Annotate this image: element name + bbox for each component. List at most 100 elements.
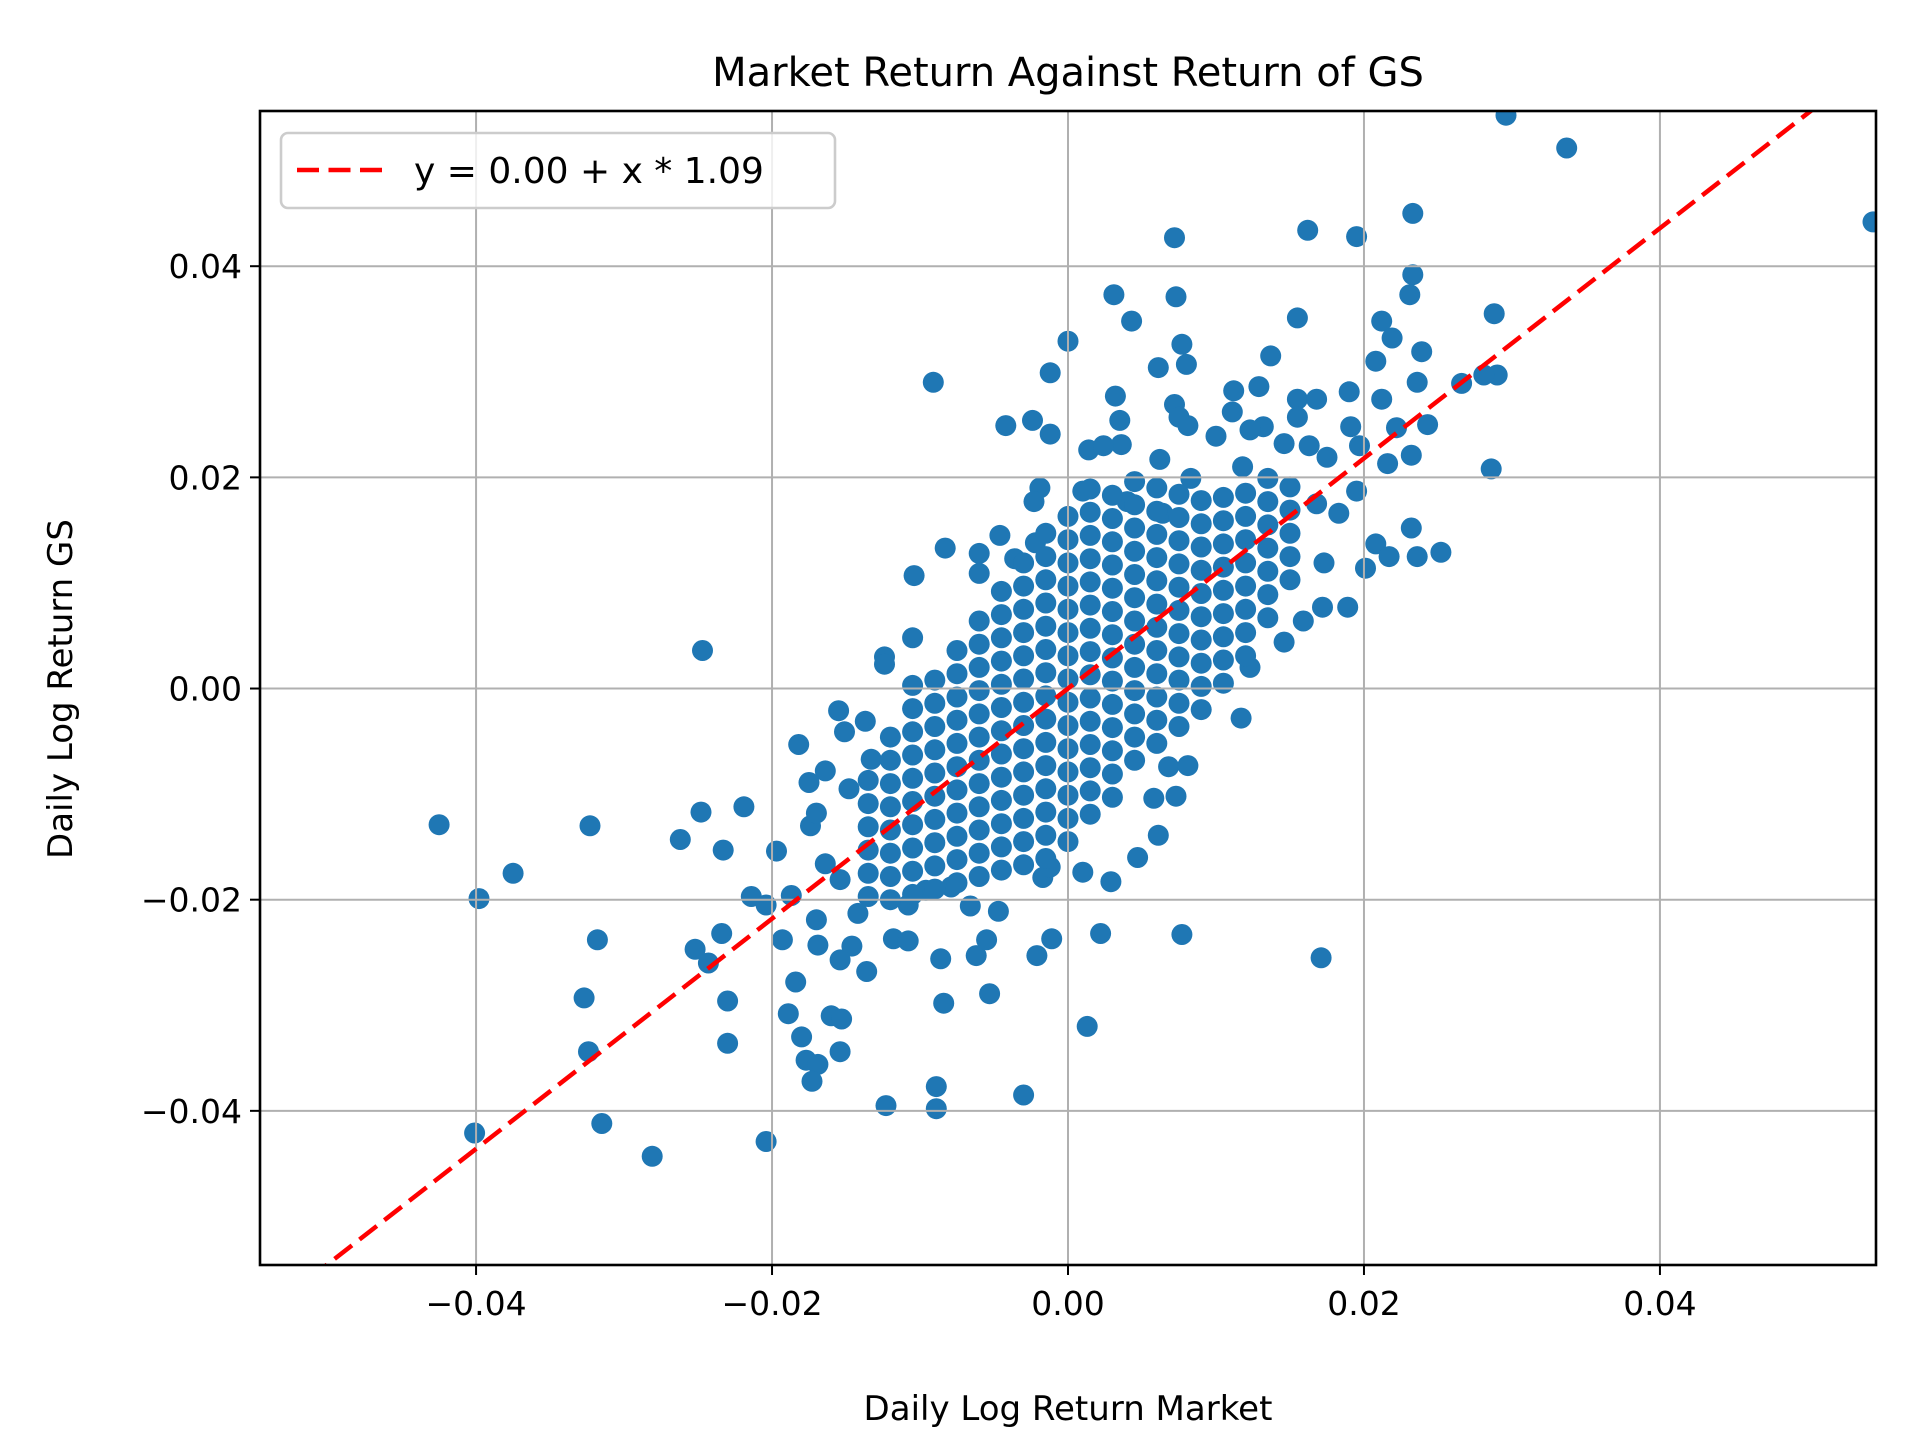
data-point: [1190, 536, 1212, 558]
data-point: [1279, 522, 1301, 544]
data-point: [1124, 540, 1146, 562]
data-point: [857, 886, 879, 907]
data-point: [902, 767, 924, 789]
data-point: [579, 815, 601, 837]
data-point: [1100, 871, 1122, 893]
data-point: [946, 640, 968, 661]
data-point: [968, 726, 990, 748]
data-point: [924, 692, 946, 714]
data-point: [755, 894, 777, 916]
data-point: [1124, 726, 1146, 748]
data-point: [1035, 731, 1057, 753]
data-point: [1430, 541, 1452, 563]
data-point: [1013, 807, 1035, 829]
data-point: [798, 772, 820, 793]
data-point: [1190, 675, 1212, 697]
data-point: [1013, 552, 1035, 574]
data-point: [1013, 622, 1035, 644]
data-point: [925, 1098, 947, 1120]
data-point: [1079, 478, 1101, 500]
data-point: [924, 808, 946, 830]
data-point: [1101, 531, 1123, 553]
data-point: [717, 990, 739, 1012]
data-point: [1101, 624, 1123, 646]
data-point: [1124, 587, 1146, 609]
data-point: [1257, 607, 1279, 629]
data-point: [979, 983, 1001, 1005]
data-point: [717, 1032, 739, 1054]
data-point: [990, 859, 1012, 881]
data-point: [771, 929, 793, 951]
data-point: [1168, 530, 1190, 552]
data-point: [1124, 703, 1146, 725]
data-point: [1079, 548, 1101, 570]
data-point: [1146, 663, 1168, 685]
data-point: [1124, 471, 1146, 493]
data-point: [690, 801, 712, 823]
data-point: [1013, 598, 1035, 620]
data-point: [860, 748, 882, 770]
y-tick-label: 0.00: [169, 670, 242, 709]
data-point: [586, 929, 608, 951]
data-point: [1168, 646, 1190, 668]
data-point: [1101, 693, 1123, 715]
data-point: [1124, 610, 1146, 632]
data-point: [924, 878, 946, 900]
data-point: [1121, 310, 1143, 332]
data-point: [902, 860, 924, 882]
data-point: [1079, 757, 1101, 779]
x-tick-label: 0.04: [1623, 1284, 1696, 1323]
data-point: [1235, 645, 1257, 667]
data-point: [1104, 385, 1126, 407]
data-point: [990, 743, 1012, 765]
data-point: [1349, 435, 1370, 457]
data-point: [1022, 409, 1043, 431]
data-point: [788, 734, 810, 755]
data-point: [1079, 734, 1101, 755]
data-point: [976, 929, 998, 951]
data-point: [1212, 603, 1234, 625]
data-point: [1279, 476, 1301, 498]
data-point: [1312, 596, 1333, 618]
data-point: [857, 839, 879, 861]
data-point: [1235, 505, 1257, 527]
data-point: [922, 371, 944, 393]
data-point: [902, 721, 924, 743]
data-point: [879, 749, 901, 771]
data-point: [1035, 546, 1057, 568]
data-point: [1190, 559, 1212, 581]
data-point: [968, 542, 990, 564]
data-point: [785, 971, 807, 993]
data-point: [924, 785, 946, 807]
data-point: [1257, 537, 1279, 559]
x-tick-label: 0.00: [1031, 1284, 1104, 1323]
data-point: [1079, 687, 1101, 709]
data-point: [1013, 831, 1035, 853]
data-point: [1101, 577, 1123, 599]
data-point: [1124, 564, 1146, 585]
data-point: [968, 819, 990, 841]
legend-label: y = 0.00 + x * 1.09: [414, 151, 764, 192]
data-point: [990, 836, 1012, 858]
data-point: [1212, 626, 1234, 648]
data-point: [902, 814, 924, 836]
data-point: [1035, 569, 1057, 591]
data-point: [1190, 490, 1212, 512]
data-point: [990, 813, 1012, 835]
y-axis-label: Daily Log Return GS: [41, 519, 81, 859]
data-point: [1257, 514, 1279, 536]
x-axis-label: Daily Log Return Market: [864, 1389, 1273, 1429]
data-point: [712, 839, 734, 861]
data-point: [1310, 947, 1332, 969]
data-point: [1168, 599, 1190, 621]
data-point: [692, 640, 713, 661]
data-point: [1235, 552, 1257, 574]
data-point: [591, 1113, 613, 1134]
data-point: [1146, 732, 1168, 754]
data-point: [1365, 533, 1387, 555]
data-point: [1124, 680, 1146, 702]
data-point: [1146, 547, 1168, 569]
x-tick-label: 0.02: [1327, 1284, 1400, 1323]
data-point: [1164, 227, 1185, 249]
data-point: [965, 945, 987, 967]
